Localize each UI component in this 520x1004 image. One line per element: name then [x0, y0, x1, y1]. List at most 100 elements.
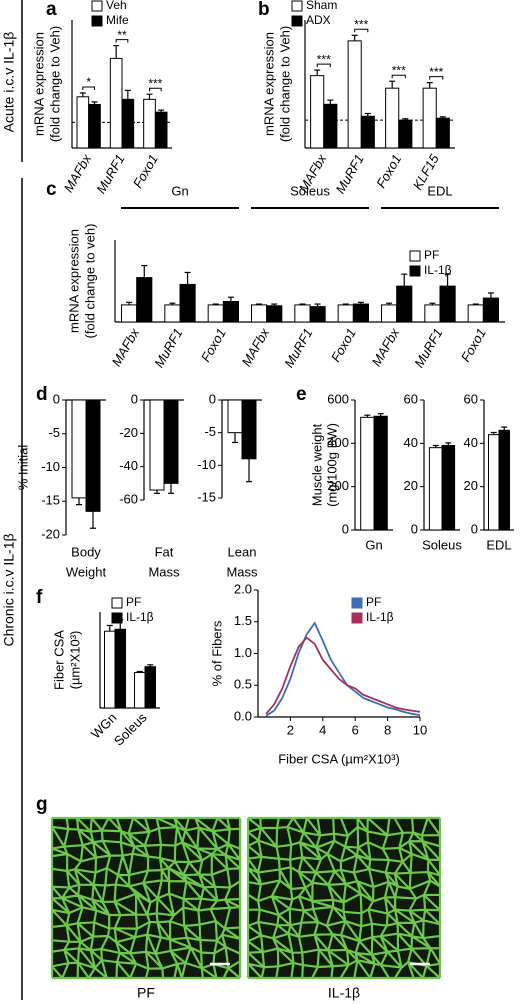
x-axis-label: Weight — [66, 564, 107, 579]
bar — [104, 630, 116, 709]
panel-letter: c — [46, 179, 57, 200]
bar — [144, 666, 156, 709]
bar — [121, 304, 138, 323]
legend-swatch — [351, 612, 363, 624]
bar — [467, 304, 484, 323]
x-tick-label: 2 — [287, 722, 294, 737]
group-label: EDL — [427, 183, 452, 198]
bar — [179, 283, 196, 323]
image-label: PF — [137, 985, 155, 1001]
y-tick-label: -60 — [119, 491, 138, 506]
bar — [428, 447, 443, 531]
bar — [396, 285, 413, 323]
y-tick-label: 0.5 — [234, 677, 252, 692]
x-tick-label: MuRF1 — [281, 326, 315, 370]
legend-swatch — [91, 15, 103, 27]
y-axis-label: (µm²X10³) — [67, 631, 82, 690]
panel-letter: a — [46, 0, 57, 20]
significance-bracket — [354, 28, 369, 33]
panel-letter: b — [258, 0, 270, 20]
bar — [149, 399, 165, 491]
legend-swatch — [409, 250, 421, 262]
x-tick-label: Foxo1 — [130, 152, 161, 191]
legend-swatch — [291, 15, 303, 27]
x-tick-label: MAFbx — [109, 325, 143, 369]
x-tick-label: Soleus — [111, 710, 150, 749]
x-tick-label: 8 — [384, 722, 391, 737]
bar — [207, 304, 224, 323]
y-tick-label: 1.5 — [234, 613, 252, 628]
y-tick-label: 0 — [131, 391, 138, 406]
y-tick-label: -20 — [41, 526, 60, 541]
y-tick-label: 40 — [464, 435, 478, 450]
legend-label: Veh — [106, 0, 127, 12]
significance-label: * — [86, 75, 91, 89]
x-tick-label: Foxo1 — [328, 326, 359, 365]
y-axis-label: % of Fibers — [209, 620, 224, 686]
bar — [121, 98, 135, 149]
bar — [310, 75, 325, 149]
legend-swatch — [111, 612, 123, 624]
x-tick-label: MuRF1 — [411, 326, 445, 370]
x-tick-label: 6 — [352, 722, 359, 737]
y-tick-label: 600 — [327, 391, 349, 406]
y-tick-label: 20 — [464, 478, 478, 493]
bar — [154, 111, 168, 149]
side-label: Chronic i.c.v IL-1β — [1, 533, 17, 646]
y-axis-label: (fold change to Veh) — [47, 26, 62, 142]
legend-label: IL-1β — [126, 610, 154, 624]
y-tick-label: 200 — [327, 478, 349, 493]
bar — [347, 40, 362, 149]
bar — [251, 304, 268, 323]
legend-swatch — [291, 0, 303, 12]
bar — [227, 399, 243, 434]
x-tick-label: MuRF1 — [93, 152, 127, 196]
bar — [337, 304, 354, 323]
y-tick-label: 40 — [404, 435, 418, 450]
legend-label: PF — [366, 595, 381, 609]
legend-label: Sham — [306, 0, 337, 12]
panel-letter: f — [36, 587, 43, 608]
bar — [439, 285, 456, 323]
legend-label: PF — [424, 248, 439, 262]
significance-bracket — [82, 86, 95, 90]
bar — [422, 87, 437, 149]
bar — [360, 115, 375, 149]
bar — [424, 304, 441, 323]
legend-label: IL-1β — [366, 610, 394, 624]
y-axis-label: % Initial — [15, 445, 30, 491]
significance-bracket — [316, 63, 331, 68]
legend-swatch — [351, 597, 363, 609]
y-tick-label: 60 — [404, 391, 418, 406]
significance-bracket — [115, 39, 129, 43]
significance-label: *** — [317, 52, 331, 66]
bar — [294, 304, 311, 323]
x-axis-label: Fiber CSA (µm²X10³) — [278, 751, 400, 766]
x-tick-label: MAFbx — [239, 325, 273, 369]
x-tick-label: 10 — [413, 722, 427, 737]
y-tick-label: 0 — [342, 521, 349, 536]
bar — [88, 103, 101, 149]
x-tick-label: Foxo1 — [458, 326, 489, 365]
bar — [360, 416, 375, 531]
legend-label: ADX — [306, 13, 331, 27]
y-axis-label: (fold change to Veh) — [277, 26, 292, 142]
bar — [114, 628, 126, 709]
y-tick-label: 2.0 — [234, 581, 252, 596]
y-axis-label: mRNA expression — [261, 32, 276, 136]
significance-label: *** — [148, 76, 162, 90]
side-label: Acute i.c.v IL-1β — [1, 32, 17, 133]
group-label: Gn — [171, 183, 188, 198]
y-tick-label: -10 — [197, 457, 216, 472]
panel-letter: e — [296, 384, 307, 405]
bar — [441, 445, 456, 531]
bar — [352, 303, 370, 323]
bar — [109, 57, 123, 149]
y-axis-label: (fold change to veh) — [82, 224, 97, 339]
y-tick-label: 0 — [53, 391, 60, 406]
panel-letter: g — [36, 794, 48, 815]
y-tick-label: 0 — [471, 521, 478, 536]
significance-bracket — [149, 87, 162, 92]
bar — [266, 305, 283, 323]
